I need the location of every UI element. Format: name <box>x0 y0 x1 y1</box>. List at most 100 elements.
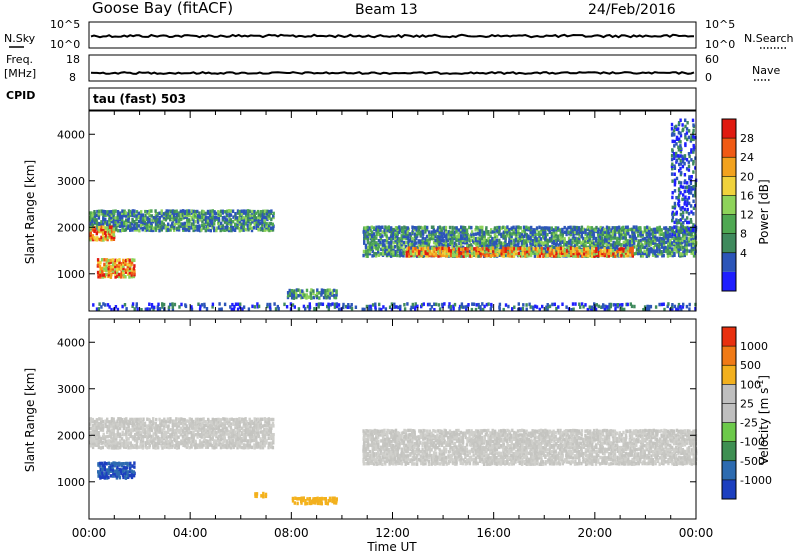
echo-cell <box>525 238 528 243</box>
echo-cell <box>200 435 203 439</box>
echo-cell <box>232 445 235 450</box>
echo-cell <box>587 249 590 253</box>
echo-cell <box>690 242 693 247</box>
echo-cell <box>120 219 123 224</box>
echo-cell <box>271 222 274 227</box>
echo-cell <box>255 432 258 436</box>
echo-cell <box>222 441 225 445</box>
echo-cell <box>103 463 106 468</box>
echo-cell <box>103 437 107 441</box>
echo-cell <box>205 226 208 231</box>
echo-cell <box>574 240 577 245</box>
echo-cell <box>242 305 246 309</box>
echo-cell <box>550 237 553 241</box>
echo-cell <box>523 247 526 251</box>
echo-cell <box>125 428 128 433</box>
echo-cell <box>631 243 634 247</box>
echo-cell <box>603 307 606 312</box>
echo-cell <box>230 226 233 231</box>
echo-cell <box>620 232 623 237</box>
echo-cell <box>139 226 142 230</box>
echo-cell <box>113 420 116 424</box>
echo-cell <box>390 229 393 234</box>
echo-cell <box>131 422 135 426</box>
echo-cell <box>198 439 202 443</box>
echo-cell <box>188 213 191 218</box>
echo-cell <box>201 224 204 228</box>
echo-cell <box>590 226 594 230</box>
echo-cell <box>371 303 375 307</box>
echo-cell <box>107 273 111 277</box>
echo-cell <box>156 435 160 439</box>
echo-cell <box>404 234 407 239</box>
echo-cell <box>106 420 109 424</box>
echo-cell <box>633 228 636 232</box>
echo-cell <box>654 240 657 245</box>
echo-cell <box>375 241 378 245</box>
echo-cell <box>470 225 473 230</box>
echo-cell <box>255 226 258 230</box>
echo-cell <box>209 220 212 224</box>
echo-cell <box>166 439 170 444</box>
echo-cell <box>524 251 527 255</box>
echo-cell <box>658 302 661 307</box>
echo-cell <box>588 235 592 239</box>
echo-cell <box>369 247 372 251</box>
echo-cell <box>520 241 524 245</box>
echo-cell <box>95 422 99 426</box>
echo-cell <box>474 307 478 312</box>
echo-cell <box>694 251 697 255</box>
echo-cell <box>366 239 369 243</box>
colorbar-segment <box>722 233 736 253</box>
echo-cell <box>116 307 120 312</box>
echo-cell <box>453 302 457 307</box>
echo-cell <box>226 421 229 426</box>
echo-cell <box>259 443 262 448</box>
echo-cell <box>459 230 462 234</box>
echo-cell <box>520 243 524 247</box>
echo-cell <box>599 225 602 230</box>
echo-cell <box>651 247 655 252</box>
echo-cell <box>232 428 235 433</box>
echo-cell <box>528 246 531 251</box>
echo-cell <box>135 441 139 446</box>
echo-cell <box>108 430 112 435</box>
echo-cell <box>268 221 271 226</box>
echo-cell <box>122 262 125 266</box>
echo-cell <box>283 302 286 307</box>
echo-cell <box>200 216 204 220</box>
echo-cell <box>116 210 120 214</box>
echo-cell <box>413 251 416 256</box>
echo-cell <box>647 250 651 254</box>
echo-cell <box>263 427 266 432</box>
echo-cell <box>449 252 453 256</box>
echo-cell <box>463 230 467 234</box>
echo-cell <box>101 470 104 474</box>
echo-cell <box>637 234 640 238</box>
echo-cell <box>675 221 679 225</box>
echo-cell <box>504 237 507 241</box>
echo-cell <box>455 246 459 250</box>
echo-cell <box>138 424 141 428</box>
echo-cell <box>108 305 111 309</box>
echo-cell <box>222 430 225 435</box>
echo-cell <box>232 418 235 422</box>
echo-cell <box>254 211 258 215</box>
echo-cell <box>112 422 115 426</box>
echo-cell <box>601 249 604 254</box>
echo-cell <box>289 293 292 297</box>
echo-cell <box>192 441 195 446</box>
echo-cell <box>603 247 606 251</box>
echo-cell <box>578 249 581 253</box>
echo-cell <box>622 225 625 230</box>
echo-cell <box>133 269 136 273</box>
echo-cell <box>621 249 624 253</box>
echo-cell <box>365 457 368 461</box>
echo-cell <box>96 224 99 228</box>
echo-cell <box>567 253 570 258</box>
echo-cell <box>574 236 577 241</box>
echo-cell <box>139 439 143 444</box>
echo-cell <box>96 229 99 234</box>
echo-cell <box>116 264 119 268</box>
echo-cell <box>218 434 221 439</box>
